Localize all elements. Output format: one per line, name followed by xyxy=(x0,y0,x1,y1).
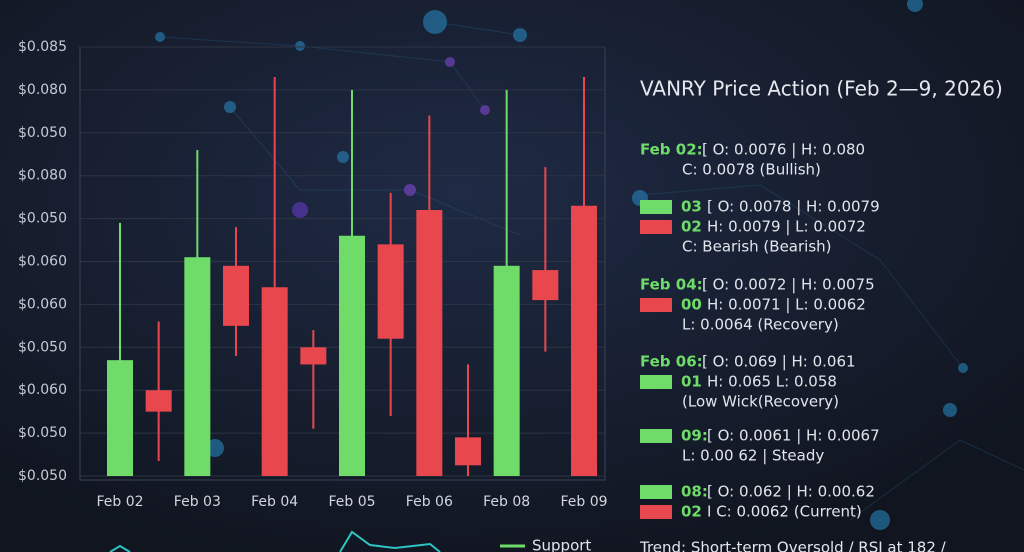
legend-swatch xyxy=(640,429,672,443)
candle-body xyxy=(261,287,288,476)
candle-body xyxy=(532,270,559,301)
entry-label: Feb 04: xyxy=(640,276,703,294)
candle-body xyxy=(416,210,443,476)
x-tick-label: Feb 02 xyxy=(96,494,143,510)
y-tick-label: $0.060 xyxy=(18,254,67,270)
y-tick-label: $0.050 xyxy=(18,211,67,227)
x-tick-label: Feb 06 xyxy=(406,494,453,510)
candle-body xyxy=(339,235,365,476)
entry-text: C: 0.0078 (Bullish) xyxy=(682,161,821,179)
entry-text: C: Bearish (Bearish) xyxy=(682,238,832,256)
legend-swatch xyxy=(640,375,672,389)
x-tick-label: Feb 08 xyxy=(483,494,530,510)
entry-text: I C: 0.0062 (Current) xyxy=(707,503,862,521)
entry-label: Feb 02: xyxy=(640,141,703,159)
entry-text: [ O: 0.069 | H: 0.061 xyxy=(702,353,856,371)
y-tick-label: $0.050 xyxy=(18,425,67,441)
legend-swatch xyxy=(640,485,672,499)
legend-swatch xyxy=(640,220,672,234)
candle-body xyxy=(223,265,249,326)
entry-text: [ O: 0.0061 | H: 0.0067 xyxy=(707,427,880,445)
y-tick-label: $0.080 xyxy=(18,82,67,98)
chart: $0.050 $0.050 $0.060 $0.050 $0.060 $0.060 $0.0… xyxy=(18,39,608,510)
entry-label: Feb 06: xyxy=(640,353,703,371)
legend-swatch xyxy=(640,298,672,312)
entry-text: H: 0.065 L: 0.058 xyxy=(707,373,837,391)
entry-label: 09: xyxy=(681,427,708,445)
candle-body xyxy=(300,347,327,365)
entry-text: L: 0.0064 (Recovery) xyxy=(682,316,839,334)
y-tick-label: $0.060 xyxy=(18,296,67,312)
y-tick-label: $0.050 xyxy=(18,339,67,355)
entry-text: H: 0.0079 | L: 0.0072 xyxy=(707,218,866,236)
entry-text: (Low Wick(Recovery) xyxy=(682,393,839,411)
entry-label: 08: xyxy=(681,483,708,501)
y-tick-label: $0.085 xyxy=(18,39,67,55)
y-tick-label: $0.080 xyxy=(18,168,67,184)
decor-line xyxy=(339,530,441,552)
entry-label: 02 xyxy=(681,503,702,521)
y-tick-label: $0.050 xyxy=(18,468,67,484)
entry-text: H: 0.0071 | L: 0.0062 xyxy=(707,296,866,314)
entry-label: 02 xyxy=(681,218,702,236)
entry-text: [ O: 0.0076 | H: 0.080 xyxy=(702,141,865,159)
trend-note: Trend: Short-term Oversold / RSI at 182 … xyxy=(639,539,947,552)
legend-label: Support xyxy=(532,537,591,552)
legend-swatch xyxy=(640,505,672,519)
candle-body xyxy=(107,360,133,476)
panel-title: VANRY Price Action (Feb 2—9, 2026) xyxy=(640,77,1003,101)
candle-body xyxy=(493,265,520,476)
entry-label: 03 xyxy=(681,198,702,216)
x-tick-label: Feb 05 xyxy=(328,494,375,510)
candle-body xyxy=(377,244,404,339)
info-panel: VANRY Price Action (Feb 2—9, 2026) Feb 0… xyxy=(640,77,1003,521)
network-decor xyxy=(155,0,1024,530)
x-tick-label: Feb 04 xyxy=(251,494,298,510)
candle-body xyxy=(145,390,172,412)
legend-swatch xyxy=(640,200,672,214)
candle-body xyxy=(455,437,481,466)
candle-body xyxy=(184,257,211,476)
entry-text: [ O: 0.0072 | H: 0.0075 xyxy=(702,276,875,294)
entry-text: [ O: 0.0078 | H: 0.0079 xyxy=(707,198,880,216)
y-tick-label: $0.050 xyxy=(18,125,67,141)
candle-body xyxy=(571,205,597,477)
entry-text: L: 0.00 62 | Steady xyxy=(682,447,824,465)
x-tick-label: Feb 09 xyxy=(560,494,607,510)
entry-label: 00 xyxy=(681,296,702,314)
decor-line xyxy=(109,544,131,552)
entry-text: [ O: 0.062 | H: 0.00.62 xyxy=(707,483,875,501)
entry-label: 01 xyxy=(681,373,702,391)
x-tick-label: Feb 03 xyxy=(174,494,221,510)
y-tick-label: $0.060 xyxy=(18,382,67,398)
